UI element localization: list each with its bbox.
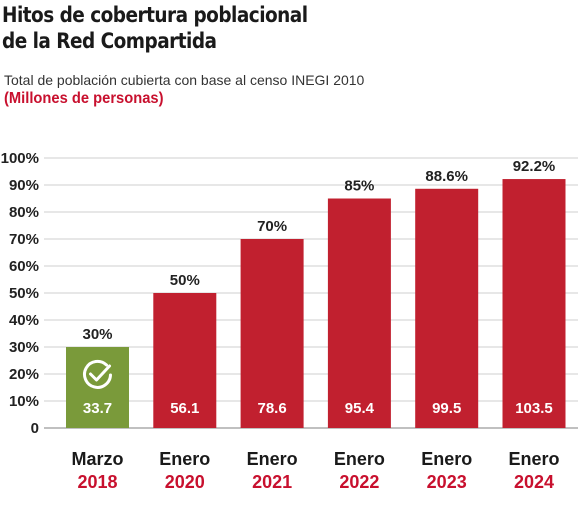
y-tick-label: 30% <box>9 339 39 356</box>
bar-percent-label: 92.2% <box>513 158 556 175</box>
bar-percent-label: 85% <box>344 178 374 195</box>
chart-title: Hitos de cobertura poblacional de la Red… <box>2 2 308 54</box>
bar-value-label: 33.7 <box>83 400 112 417</box>
y-tick-label: 90% <box>9 177 39 194</box>
check-circle-icon <box>83 359 112 389</box>
x-category-month: Enero <box>421 449 472 469</box>
bar-percent-label: 70% <box>257 218 287 235</box>
y-tick-label: 20% <box>9 366 39 383</box>
x-category-year: 2020 <box>165 472 205 492</box>
y-tick-label: 40% <box>9 312 39 329</box>
bar <box>327 198 391 428</box>
x-category-month: Enero <box>508 449 559 469</box>
bar <box>415 188 479 428</box>
bar-percent-label: 30% <box>82 326 112 343</box>
y-tick-label: 0 <box>31 420 39 437</box>
chart-unit-label: (Millones de personas) <box>4 90 164 107</box>
x-category-year: 2023 <box>427 472 467 492</box>
y-tick-label: 60% <box>9 258 39 275</box>
bar-percent-label: 88.6% <box>425 168 468 185</box>
y-tick-label: 70% <box>9 231 39 248</box>
bar-percent-label: 50% <box>170 272 200 289</box>
y-tick-label: 50% <box>9 285 39 302</box>
x-category-month: Enero <box>334 449 385 469</box>
bar <box>153 293 217 428</box>
x-category-month: Enero <box>247 449 298 469</box>
x-category-year: 2022 <box>339 472 379 492</box>
chart-title-line-1: Hitos de cobertura poblacional <box>2 3 308 27</box>
bar <box>240 239 304 428</box>
y-tick-label: 80% <box>9 204 39 221</box>
x-category-year: 2021 <box>252 472 292 492</box>
chart-subtitle: Total de población cubierta con base al … <box>4 72 365 88</box>
x-category-month: Enero <box>159 449 210 469</box>
y-tick-label: 10% <box>9 393 39 410</box>
bar-value-label: 78.6 <box>257 400 286 417</box>
bar-value-label: 56.1 <box>170 400 199 417</box>
y-tick-label: 100% <box>1 150 39 167</box>
chart-title-line-2: de la Red Compartida <box>2 29 217 53</box>
x-category-year: 2024 <box>514 472 554 492</box>
x-category-month: Marzo <box>71 449 123 469</box>
bar <box>502 179 566 428</box>
bar-value-label: 103.5 <box>515 400 553 417</box>
x-category-year: 2018 <box>77 472 117 492</box>
bar-value-label: 95.4 <box>345 400 375 417</box>
bar-value-label: 99.5 <box>432 400 461 417</box>
